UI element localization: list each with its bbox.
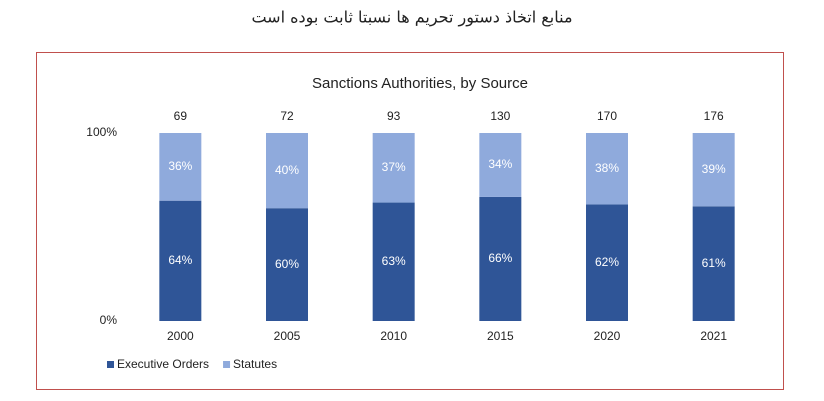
bar-segment (692, 133, 735, 207)
value-label: 62% (595, 255, 619, 269)
x-tick-label: 2015 (487, 329, 514, 343)
legend-swatch (107, 361, 114, 368)
x-tick-label: 2000 (167, 329, 194, 343)
bar-segment (159, 133, 202, 201)
value-label: 66% (488, 251, 512, 265)
bar-segment (692, 206, 735, 321)
x-tick-label: 2021 (700, 329, 727, 343)
bar-segment (266, 208, 308, 321)
value-label: 34% (488, 157, 512, 171)
bar-segment (372, 202, 415, 321)
x-tick-label: 2010 (380, 329, 407, 343)
y-tick-label: 0% (100, 313, 118, 327)
value-label: 39% (702, 162, 726, 176)
bar-segment (372, 133, 415, 203)
value-label: 63% (382, 254, 406, 268)
total-label: 93 (387, 109, 401, 123)
chart-frame (36, 52, 784, 390)
bar-segment (586, 133, 628, 205)
legend-swatch (223, 361, 231, 368)
bar-segment (586, 204, 628, 321)
value-label: 64% (168, 253, 192, 267)
x-tick-label: 2005 (274, 329, 301, 343)
total-label: 170 (597, 109, 617, 123)
total-label: 176 (704, 109, 724, 123)
legend-label: Executive Orders (117, 357, 209, 371)
bar-segment (159, 200, 202, 321)
value-label: 38% (595, 161, 619, 175)
value-label: 61% (702, 256, 726, 270)
total-label: 72 (280, 109, 294, 123)
bar-segment (479, 133, 522, 197)
total-label: 130 (490, 109, 510, 123)
total-label: 69 (174, 109, 188, 123)
bar-segment (479, 196, 522, 321)
legend-label: Statutes (233, 357, 277, 371)
value-label: 40% (275, 163, 299, 177)
y-tick-label: 100% (86, 125, 117, 139)
value-label: 60% (275, 257, 299, 271)
chart-title: Sanctions Authorities, by Source (312, 75, 528, 92)
value-label: 37% (382, 160, 406, 174)
value-label: 36% (168, 159, 192, 173)
page-title: منابع اتخاذ دستور تحریم ها نسبتا ثابت بو… (251, 8, 572, 28)
bar-segment (266, 133, 308, 209)
x-tick-label: 2020 (594, 329, 621, 343)
